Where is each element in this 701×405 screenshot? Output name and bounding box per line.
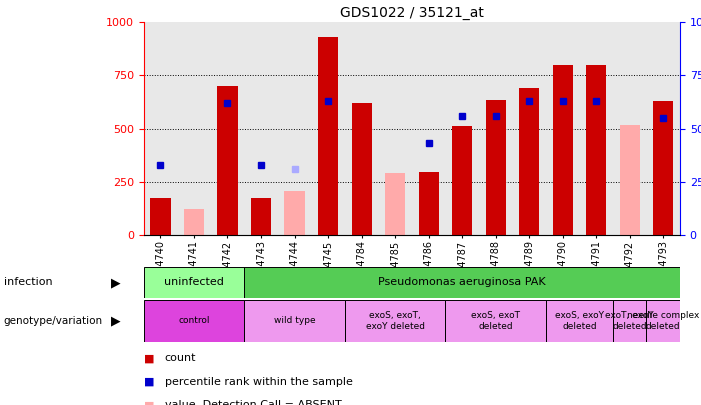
Bar [285,191,305,235]
Text: ■: ■ [144,354,154,363]
Bar [653,101,673,235]
Bar [244,300,345,342]
Text: exoS, exoY
deleted: exoS, exoY deleted [555,311,604,330]
Bar [318,37,338,235]
Bar [452,126,472,235]
Text: Pseudomonas aeruginosa PAK: Pseudomonas aeruginosa PAK [379,277,546,288]
Text: infection: infection [4,277,52,288]
Text: control: control [178,316,210,326]
Bar [251,198,271,235]
Text: genotype/variation: genotype/variation [4,316,102,326]
Bar [151,198,170,235]
Text: needle complex
deleted: needle complex deleted [627,311,700,330]
Bar [385,173,405,235]
Bar [620,126,640,235]
Bar [613,300,646,342]
Bar [244,267,680,298]
Bar [345,300,445,342]
Bar [486,100,505,235]
Bar [445,300,546,342]
Bar [351,103,372,235]
Bar [144,267,244,298]
Bar [519,88,539,235]
Text: count: count [165,354,196,363]
Title: GDS1022 / 35121_at: GDS1022 / 35121_at [340,6,484,20]
Bar [418,172,439,235]
Text: exoS, exoT
deleted: exoS, exoT deleted [471,311,520,330]
Text: wild type: wild type [273,316,315,326]
Bar [217,86,238,235]
Text: exoT, exoY
deleted: exoT, exoY deleted [606,311,654,330]
Text: exoS, exoT,
exoY deleted: exoS, exoT, exoY deleted [366,311,425,330]
Bar [184,209,204,235]
Bar [586,65,606,235]
Text: ▶: ▶ [111,276,121,289]
Text: percentile rank within the sample: percentile rank within the sample [165,377,353,387]
Bar [546,300,613,342]
Bar [144,300,244,342]
Text: value, Detection Call = ABSENT: value, Detection Call = ABSENT [165,401,341,405]
Text: ■: ■ [144,377,154,387]
Text: ▶: ▶ [111,314,121,328]
Bar [646,300,680,342]
Bar [552,65,573,235]
Text: uninfected: uninfected [164,277,224,288]
Text: ■: ■ [144,401,154,405]
